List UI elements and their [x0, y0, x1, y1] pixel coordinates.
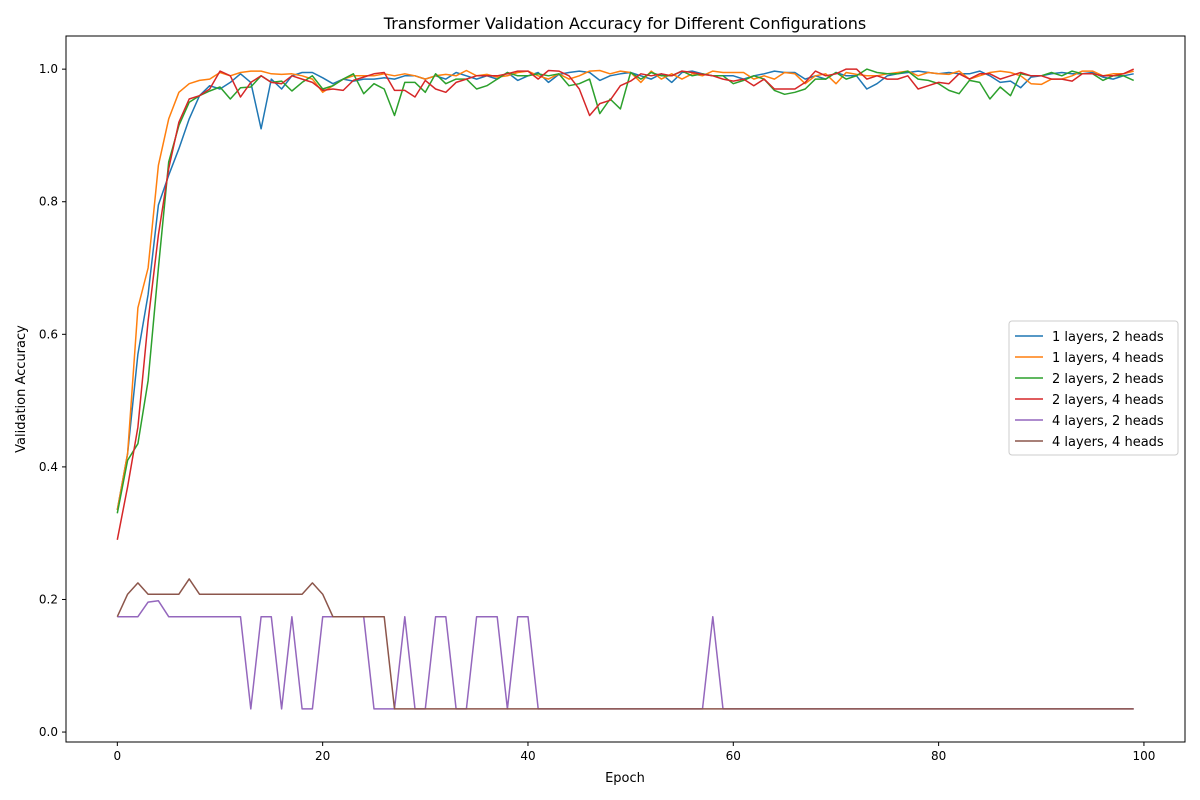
ticks-layer: 0 20 40 60 80 100 0.0 0.2 0.4 0.6 0.8 1.0 [39, 62, 1155, 763]
y-tick-label: 0.4 [39, 460, 58, 474]
x-tick-label: 100 [1132, 749, 1155, 763]
series-line-3 [116, 68, 1135, 514]
y-tick-label: 0.0 [39, 725, 58, 739]
y-tick-label: 1.0 [39, 62, 58, 76]
legend-label: 2 layers, 4 heads [1052, 393, 1164, 408]
y-axis-label: Validation Accuracy [14, 325, 29, 453]
series-line-4 [116, 68, 1135, 540]
series-line-1 [116, 70, 1134, 511]
x-axis-label: Epoch [605, 771, 645, 786]
x-tick-label: 80 [931, 749, 946, 763]
legend-label: 1 layers, 2 heads [1052, 330, 1164, 345]
x-tick-label: 60 [726, 749, 741, 763]
legend-label: 1 layers, 4 heads [1052, 351, 1164, 366]
y-tick-label: 0.6 [39, 327, 58, 341]
legend-label: 4 layers, 4 heads [1052, 435, 1164, 450]
x-tick-label: 0 [114, 749, 122, 763]
y-tick-label: 0.8 [39, 195, 58, 209]
legend-box [1008, 320, 1179, 456]
legend: 1 layers, 2 heads 1 layers, 4 heads 2 laye… [1008, 320, 1179, 456]
series-line-2 [116, 69, 1134, 511]
legend-label: 2 layers, 2 heads [1052, 372, 1164, 387]
x-tick-label: 20 [315, 749, 330, 763]
chart-title: Transformer Validation Accuracy for Diff… [383, 14, 866, 33]
series-layer [116, 68, 1135, 710]
x-tick-label: 40 [520, 749, 535, 763]
series-line-6 [116, 578, 1134, 710]
y-tick-label: 0.2 [39, 592, 58, 606]
legend-label: 4 layers, 2 heads [1052, 414, 1164, 429]
axes-frame [65, 35, 1186, 743]
